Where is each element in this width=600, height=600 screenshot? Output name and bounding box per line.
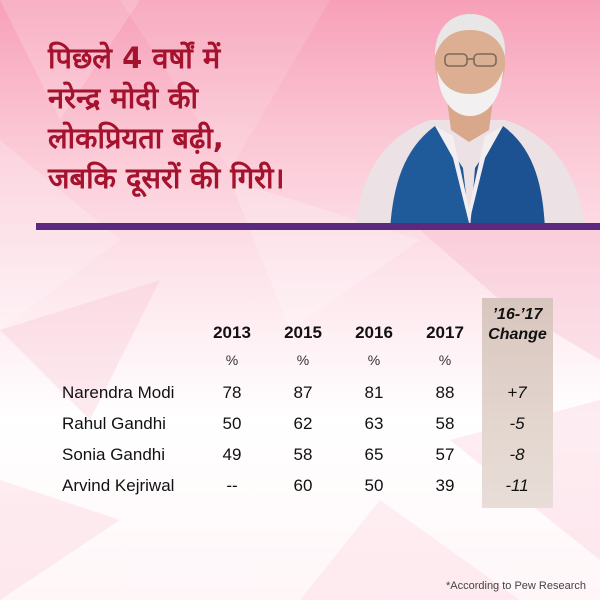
- column-header: 2016: [355, 323, 393, 342]
- unit-label: %: [225, 352, 239, 368]
- change-header-label: Change: [488, 326, 547, 343]
- headline: पिछले 4 वर्षों में नरेन्द्र मोदी की लोकप…: [48, 38, 378, 198]
- headline-line: लोकप्रियता बढ़ी,: [48, 121, 224, 155]
- table-cell: 50: [364, 476, 384, 495]
- table-cell: 58: [435, 414, 455, 433]
- change-column-highlight: [482, 298, 553, 508]
- column-header: 2015: [284, 323, 322, 342]
- headline-line: जबकि दूसरों की गिरी।: [48, 161, 285, 195]
- change-header-years: ’16-’17: [492, 306, 543, 323]
- table-cell: 88: [435, 383, 455, 402]
- table-cell: 58: [293, 445, 313, 464]
- table-cell: 50: [222, 414, 242, 433]
- table-cell: 81: [364, 383, 384, 402]
- row-name: Arvind Kejriwal: [62, 476, 175, 495]
- column-header: 2013: [213, 323, 251, 342]
- unit-label: %: [296, 352, 310, 368]
- change-cell: -8: [509, 445, 525, 464]
- headline-line: पिछले 4 वर्षों में: [48, 41, 221, 75]
- column-header: 2017: [426, 323, 464, 342]
- headline-line: नरेन्द्र मोदी की: [48, 81, 199, 115]
- unit-label: %: [367, 352, 381, 368]
- portrait-photo: [355, 14, 585, 230]
- table-cell: 49: [222, 445, 242, 464]
- row-name: Sonia Gandhi: [62, 445, 166, 464]
- unit-label: %: [438, 352, 452, 368]
- table-cell: 87: [293, 383, 313, 402]
- row-name: Rahul Gandhi: [62, 414, 166, 433]
- change-cell: -5: [509, 414, 525, 433]
- table-cell: 57: [435, 445, 455, 464]
- table-cell: 62: [293, 414, 313, 433]
- table-cell: 65: [364, 445, 384, 464]
- table-cell: 78: [222, 383, 242, 402]
- source-footnote: *According to Pew Research: [445, 580, 586, 592]
- table-cell: --: [226, 476, 238, 495]
- table-cell: 39: [435, 476, 455, 495]
- row-name: Narendra Modi: [62, 383, 175, 402]
- table-cell: 63: [364, 414, 384, 433]
- change-cell: +7: [507, 383, 527, 402]
- table-cell: 60: [293, 476, 313, 495]
- change-cell: -11: [505, 476, 529, 495]
- divider-rule: [36, 223, 600, 230]
